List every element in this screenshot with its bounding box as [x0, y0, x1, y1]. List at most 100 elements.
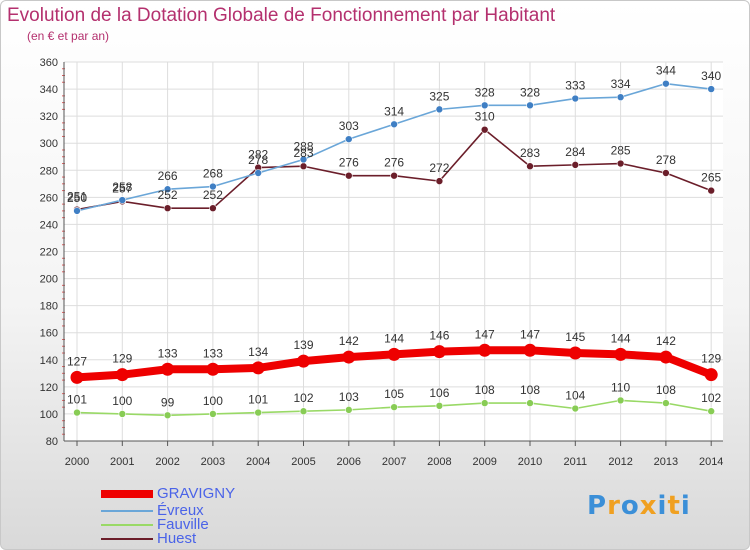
data-label-gravigny: 134	[248, 345, 268, 359]
x-tick-label: 2007	[382, 456, 406, 468]
y-tick-label: 80	[46, 436, 58, 448]
data-point-evreux	[616, 93, 625, 101]
data-label-evreux: 325	[429, 89, 449, 103]
data-label-evreux: 266	[158, 169, 178, 183]
logo-letter: i	[680, 491, 691, 521]
data-point-fauville	[118, 410, 127, 418]
data-label-evreux: 328	[475, 85, 495, 99]
data-label-huest: 272	[429, 161, 449, 175]
data-label-gravigny: 139	[293, 338, 313, 352]
data-point-gravigny	[115, 368, 129, 382]
data-point-huest	[209, 204, 217, 212]
data-label-fauville: 100	[112, 394, 132, 408]
data-point-fauville	[435, 402, 444, 410]
data-point-gravigny	[297, 354, 310, 368]
data-label-gravigny: 133	[203, 346, 223, 360]
data-point-gravigny	[704, 368, 718, 382]
data-label-fauville: 99	[161, 395, 175, 409]
data-point-fauville	[616, 396, 625, 405]
chart-subtitle: (en € et par an)	[27, 29, 110, 43]
data-label-huest: 252	[203, 188, 223, 202]
legend-swatch-gravigny	[101, 490, 153, 499]
data-point-fauville	[73, 408, 81, 417]
data-label-huest: 276	[384, 156, 404, 170]
data-label-evreux: 303	[339, 119, 359, 133]
y-tick-label: 200	[40, 274, 58, 286]
data-point-gravigny	[478, 343, 492, 357]
y-tick-label: 320	[40, 111, 58, 123]
x-tick-label: 2000	[65, 456, 89, 468]
x-tick-label: 2004	[246, 456, 270, 468]
x-tick-label: 2006	[337, 456, 361, 468]
x-tick-label: 2003	[201, 456, 225, 468]
data-point-evreux	[662, 79, 670, 88]
x-tick-label: 2012	[608, 456, 632, 468]
data-point-huest	[526, 162, 534, 171]
data-label-gravigny: 129	[701, 352, 721, 366]
data-label-fauville: 108	[656, 383, 676, 397]
data-label-fauville: 104	[565, 389, 585, 403]
data-label-evreux: 268	[203, 167, 223, 181]
data-point-evreux	[163, 185, 172, 194]
data-point-gravigny	[342, 350, 356, 364]
data-point-evreux	[707, 85, 716, 93]
logo-letter: i	[657, 491, 668, 521]
x-tick-label: 2001	[110, 456, 134, 468]
x-tick-label: 2013	[654, 456, 678, 468]
data-label-gravigny: 147	[520, 327, 540, 341]
data-label-huest: 278	[656, 153, 676, 167]
data-point-huest	[390, 171, 398, 180]
legend-item-gravigny: GRAVIGNY	[101, 485, 235, 502]
data-point-huest	[435, 177, 444, 185]
data-point-fauville	[254, 408, 263, 417]
y-tick-label: 220	[40, 247, 58, 259]
data-label-gravigny: 144	[611, 331, 631, 345]
data-label-evreux: 328	[520, 85, 540, 99]
legend-item-evreux: Évreux	[101, 502, 204, 519]
y-tick-label: 240	[40, 219, 58, 231]
legend-label-huest: Huest	[157, 530, 197, 547]
legend-label-fauville: Fauville	[157, 516, 209, 533]
data-point-evreux	[344, 135, 353, 143]
data-label-fauville: 102	[701, 391, 721, 405]
logo-letter: o	[620, 491, 640, 521]
data-point-fauville	[163, 411, 172, 420]
x-tick-label: 2002	[155, 456, 179, 468]
data-label-evreux: 333	[565, 79, 585, 93]
data-point-gravigny	[614, 347, 628, 361]
data-point-fauville	[299, 407, 308, 416]
data-point-evreux	[435, 105, 444, 114]
data-label-huest: 276	[339, 156, 359, 170]
data-label-evreux: 258	[112, 180, 132, 194]
data-point-gravigny	[659, 350, 673, 364]
data-label-huest: 310	[475, 110, 495, 124]
x-tick-label: 2014	[699, 456, 723, 468]
y-tick-label: 120	[40, 382, 58, 394]
data-point-huest	[571, 161, 580, 169]
data-label-huest: 283	[293, 146, 313, 160]
data-label-evreux: 314	[384, 104, 404, 118]
data-label-fauville: 105	[384, 387, 404, 401]
data-label-evreux: 250	[67, 191, 87, 205]
data-point-huest	[707, 186, 716, 195]
y-tick-label: 100	[40, 409, 58, 421]
legend-swatch-huest	[101, 538, 153, 541]
data-point-fauville	[662, 399, 670, 407]
legend-label-gravigny: GRAVIGNY	[157, 485, 236, 502]
data-point-fauville	[480, 399, 489, 407]
data-label-gravigny: 147	[475, 327, 495, 341]
data-point-evreux	[73, 207, 81, 215]
data-point-huest	[344, 171, 353, 180]
data-point-huest	[616, 159, 625, 168]
data-label-fauville: 108	[520, 383, 540, 397]
data-point-evreux	[390, 120, 398, 129]
data-label-huest: 251	[67, 190, 87, 204]
logo-letter: P	[587, 491, 608, 521]
data-point-evreux	[118, 196, 127, 204]
x-tick-label: 2005	[291, 456, 315, 468]
data-point-gravigny	[523, 343, 537, 357]
data-label-fauville: 103	[339, 390, 359, 404]
data-point-huest	[163, 204, 172, 212]
proxiti-logo: Proxiti	[587, 491, 691, 521]
